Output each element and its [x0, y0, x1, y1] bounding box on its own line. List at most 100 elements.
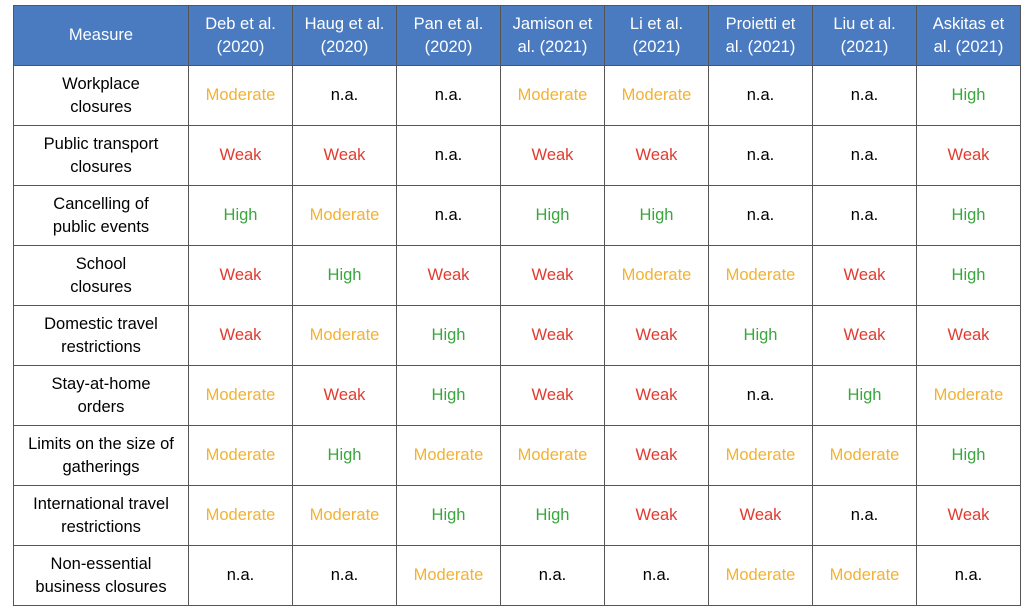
rating-cell: Moderate — [292, 485, 397, 546]
measure-label-line: restrictions — [61, 337, 141, 356]
rating-cell: Moderate — [188, 65, 293, 126]
measure-cell: Workplace closures — [13, 65, 189, 126]
rating-value: Moderate — [621, 266, 692, 284]
table-row: Public transport closures Weak Weak n.a. Weak… — [13, 125, 1021, 186]
table-row: School closures Weak High Weak Weak Moderate Mo… — [13, 245, 1021, 306]
measure-label-line: Cancelling of — [53, 194, 149, 213]
rating-cell: Moderate — [812, 545, 917, 606]
rating-value: n.a. — [850, 146, 879, 164]
header-line: Liu et al. — [833, 14, 896, 33]
header-row: Measure Deb et al. (2020) Haug et al. (2020)… — [13, 5, 1021, 66]
header-line: al. (2021) — [933, 37, 1004, 56]
table-row: Non-essential business closures n.a. n.a. Mo… — [13, 545, 1021, 606]
rating-cell: High — [500, 185, 605, 246]
measure-label-line: business closures — [35, 577, 167, 596]
rating-value: High — [639, 206, 674, 224]
rating-value: Weak — [635, 386, 678, 404]
rating-cell: Weak — [292, 365, 397, 426]
header-line: (2020) — [424, 37, 473, 56]
header-line: Li et al. — [629, 14, 684, 33]
rating-value: High — [431, 326, 466, 344]
rating-cell: Weak — [500, 305, 605, 366]
rating-cell: High — [396, 305, 501, 366]
measure-label-line: School — [75, 254, 127, 273]
rating-value: n.a. — [850, 86, 879, 104]
measure-label-line: restrictions — [61, 517, 141, 536]
header-line: al. (2021) — [517, 37, 588, 56]
rating-value: Weak — [635, 326, 678, 344]
rating-value: n.a. — [434, 146, 463, 164]
rating-cell: Weak — [916, 485, 1021, 546]
header-study-7: Liu et al. (2021) — [812, 5, 917, 66]
rating-value: Weak — [947, 326, 990, 344]
rating-cell: Moderate — [708, 245, 813, 306]
rating-value: n.a. — [746, 146, 775, 164]
rating-value: Moderate — [205, 86, 276, 104]
rating-cell: Weak — [604, 125, 709, 186]
header-study-4: Jamison et al. (2021) — [500, 5, 605, 66]
header-line: Deb et al. — [205, 14, 276, 33]
rating-value: Moderate — [725, 266, 796, 284]
rating-value: Moderate — [413, 446, 484, 464]
table-row: International travel restrictions Moderate… — [13, 485, 1021, 546]
header-line: Measure — [68, 26, 134, 44]
rating-cell: High — [292, 245, 397, 306]
rating-value: High — [847, 386, 882, 404]
rating-value: n.a. — [850, 206, 879, 224]
rating-cell: n.a. — [812, 185, 917, 246]
table-row: Cancelling of public events High Moderate n.… — [13, 185, 1021, 246]
rating-value: Moderate — [621, 86, 692, 104]
header-line: Pan et al. — [413, 14, 484, 33]
rating-cell: n.a. — [812, 485, 917, 546]
measure-cell: School closures — [13, 245, 189, 306]
measure-label-line: Domestic travel — [44, 314, 158, 333]
rating-value: High — [431, 386, 466, 404]
rating-value: High — [951, 206, 986, 224]
table-row: Domestic travel restrictions Weak Moderate H… — [13, 305, 1021, 366]
rating-value: Moderate — [829, 566, 900, 584]
header-line: Askitas et — [932, 14, 1005, 33]
rating-value: n.a. — [746, 86, 775, 104]
rating-value: Moderate — [933, 386, 1004, 404]
rating-value: Weak — [843, 266, 886, 284]
measure-label-line: Stay-at-home — [51, 374, 151, 393]
rating-value: High — [951, 86, 986, 104]
rating-value: Weak — [635, 506, 678, 524]
rating-cell: n.a. — [292, 545, 397, 606]
rating-cell: High — [604, 185, 709, 246]
rating-value: Weak — [947, 506, 990, 524]
rating-cell: n.a. — [396, 125, 501, 186]
rating-cell: High — [916, 245, 1021, 306]
rating-value: High — [327, 446, 362, 464]
measure-cell: Stay-at-home orders — [13, 365, 189, 426]
rating-cell: Weak — [500, 125, 605, 186]
rating-cell: High — [916, 185, 1021, 246]
rating-value: n.a. — [746, 206, 775, 224]
rating-value: Weak — [219, 146, 262, 164]
rating-cell: n.a. — [396, 65, 501, 126]
header-line: (2020) — [216, 37, 265, 56]
rating-cell: n.a. — [188, 545, 293, 606]
rating-value: Moderate — [309, 206, 380, 224]
rating-value: n.a. — [538, 566, 567, 584]
rating-cell: Moderate — [188, 485, 293, 546]
rating-cell: Moderate — [500, 425, 605, 486]
rating-cell: High — [812, 365, 917, 426]
rating-cell: High — [916, 65, 1021, 126]
rating-value: High — [743, 326, 778, 344]
rating-cell: n.a. — [812, 65, 917, 126]
rating-cell: Weak — [292, 125, 397, 186]
measure-label-line: closures — [70, 277, 132, 296]
header-study-5: Li et al. (2021) — [604, 5, 709, 66]
table-row: Stay-at-home orders Moderate Weak High Weak We… — [13, 365, 1021, 426]
rating-cell: Weak — [500, 365, 605, 426]
rating-value: n.a. — [330, 86, 359, 104]
rating-value: Weak — [219, 266, 262, 284]
header-line: Haug et al. — [304, 14, 385, 33]
rating-value: Moderate — [205, 506, 276, 524]
rating-value: Weak — [323, 146, 366, 164]
rating-cell: Weak — [396, 245, 501, 306]
rating-cell: High — [292, 425, 397, 486]
rating-cell: n.a. — [604, 545, 709, 606]
rating-value: High — [535, 506, 570, 524]
